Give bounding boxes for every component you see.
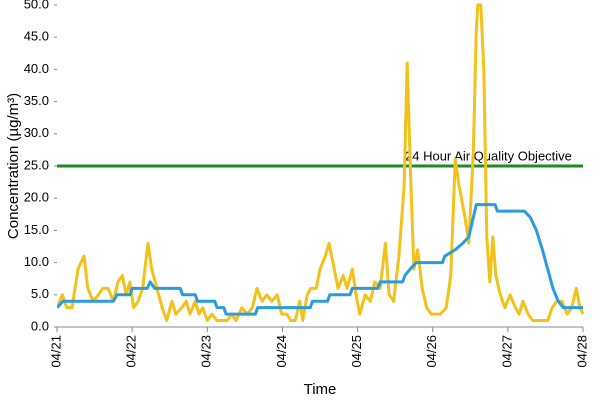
y-tick-label: 45.0	[24, 29, 49, 44]
x-tick-label: 04/23	[199, 335, 214, 368]
y-axis-title: Concentration (µg/m³)	[5, 93, 22, 239]
x-tick-label: 04/28	[574, 335, 589, 368]
series-line	[57, 3, 585, 323]
x-tick-label: 04/24	[274, 335, 289, 368]
series-line	[57, 203, 583, 316]
x-tick-label: 04/27	[499, 335, 514, 368]
y-tick-label: 40.0	[24, 61, 49, 76]
y-tick-label: 35.0	[24, 93, 49, 108]
x-tick-label: 04/22	[124, 335, 139, 368]
threshold-label: 24 Hour Air Quality Objective	[405, 148, 572, 163]
y-tick-label: 5.0	[31, 286, 49, 301]
y-tick-label: 30.0	[24, 125, 49, 140]
y-tick-label: 25.0	[24, 157, 49, 172]
x-tick-label: 04/25	[349, 335, 364, 368]
y-tick-label: 15.0	[24, 222, 49, 237]
y-tick-label: 10.0	[24, 254, 49, 269]
y-tick-label: 0.0	[31, 318, 49, 333]
x-tick-label: 04/26	[424, 335, 439, 368]
y-tick-label: 50.0	[24, 0, 49, 11]
x-tick-label: 04/21	[48, 335, 63, 368]
plot-area	[57, 3, 585, 323]
y-tick-label: 20.0	[24, 190, 49, 205]
x-axis-title: Time	[304, 381, 337, 398]
